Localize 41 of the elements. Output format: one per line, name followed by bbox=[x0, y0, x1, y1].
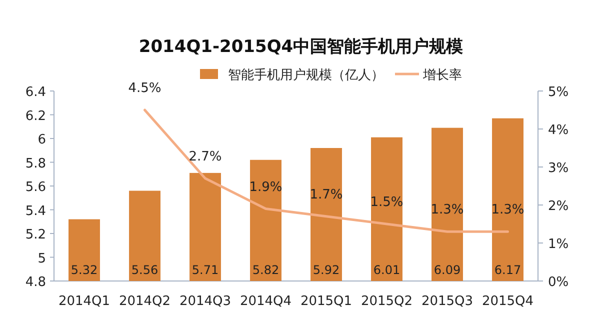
y2-tick-label: 0% bbox=[548, 275, 569, 290]
y2-tick-label: 4% bbox=[548, 123, 569, 138]
y2-tick-label: 3% bbox=[548, 161, 569, 176]
data-label: 1.5% bbox=[370, 195, 404, 210]
y2-tick-label: 2% bbox=[548, 199, 569, 214]
data-label: 6.01 bbox=[373, 263, 400, 277]
data-label: 1.7% bbox=[310, 187, 343, 202]
x-tick-label: 2015Q1 bbox=[300, 294, 352, 309]
x-tick-label: 2014Q2 bbox=[118, 294, 171, 309]
y2-tick-label: 1% bbox=[548, 237, 569, 252]
data-label: 5.32 bbox=[70, 263, 98, 277]
y-tick-label: 5 bbox=[38, 251, 46, 266]
data-label: 2.7% bbox=[188, 149, 222, 164]
y-tick-label: 5.2 bbox=[25, 228, 46, 242]
y2-tick-label: 5% bbox=[548, 85, 569, 100]
data-label: 5.92 bbox=[312, 263, 340, 277]
x-tick-label: 2014Q3 bbox=[179, 294, 232, 309]
y-tick-label: 6.2 bbox=[25, 108, 46, 124]
chart-title: 2014Q1-2015Q4中国智能手机用户规模 bbox=[138, 37, 464, 57]
x-tick-label: 2014Q1 bbox=[58, 294, 110, 309]
data-label: 5.71 bbox=[192, 263, 219, 277]
data-label: 6.17 bbox=[494, 263, 522, 277]
data-label: 5.82 bbox=[252, 263, 280, 277]
data-label: 1.3% bbox=[491, 202, 524, 218]
y-tick-label: 5.4 bbox=[25, 204, 46, 219]
data-label: 1.9% bbox=[249, 180, 282, 195]
y-tick-label: 5.6 bbox=[25, 180, 46, 195]
data-label: 1.3% bbox=[430, 202, 464, 218]
data-label: 6.09 bbox=[434, 263, 461, 277]
legend-label: 增长率 bbox=[422, 67, 462, 83]
data-label: 4.5% bbox=[128, 81, 162, 96]
x-tick-label: 2014Q4 bbox=[240, 294, 292, 309]
x-tick-label: 2015Q3 bbox=[421, 294, 474, 309]
data-label: 5.56 bbox=[131, 263, 158, 277]
y-tick-label: 6.4 bbox=[25, 85, 46, 100]
y-tick-label: 5.8 bbox=[25, 156, 46, 172]
x-tick-label: 2015Q2 bbox=[360, 294, 413, 309]
y-tick-label: 6 bbox=[38, 132, 46, 148]
y-tick-label: 4.8 bbox=[25, 275, 46, 290]
legend-label: 智能手机用户规模（亿人） bbox=[228, 68, 384, 83]
x-tick-label: 2015Q4 bbox=[482, 294, 534, 309]
